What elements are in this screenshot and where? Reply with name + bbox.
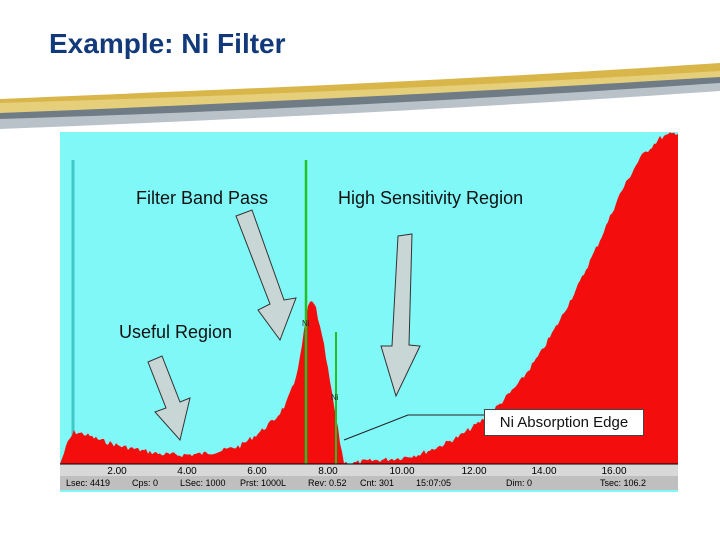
filter-band-pass-label: Filter Band Pass bbox=[136, 188, 269, 208]
status-bar bbox=[60, 476, 678, 490]
status-item: Tsec: 106.2 bbox=[600, 478, 646, 488]
status-item: Cps: 0 bbox=[132, 478, 158, 488]
status-item: Rev: 0.52 bbox=[308, 478, 347, 488]
x-tick-label: 10.00 bbox=[389, 466, 414, 477]
x-tick-label: 12.00 bbox=[461, 466, 486, 477]
high-sensitivity-region-label: High Sensitivity Region bbox=[338, 188, 524, 208]
status-item: 15:07:05 bbox=[416, 478, 451, 488]
header-swoosh-decoration bbox=[0, 63, 720, 129]
spectrum-fill-area bbox=[60, 132, 678, 464]
ni-ka-peak-label: Ni bbox=[302, 319, 310, 328]
useful-region-label: Useful Region bbox=[119, 322, 233, 342]
ni-absorption-edge-callout: Ni Absorption Edge bbox=[484, 409, 644, 436]
x-tick-label: 14.00 bbox=[531, 466, 556, 477]
x-tick-label: 8.00 bbox=[318, 466, 338, 477]
slide-title: Example: Ni Filter bbox=[49, 28, 286, 59]
status-item: Dim: 0 bbox=[506, 478, 532, 488]
x-axis-strip bbox=[60, 464, 678, 476]
x-tick-label: 2.00 bbox=[107, 466, 127, 477]
x-tick-label: 4.00 bbox=[177, 466, 197, 477]
x-tick-label: 6.00 bbox=[247, 466, 267, 477]
xray-spectrum-plot: Ni Ni 2.00 4.00 6.00 8.00 10.00 12.00 14… bbox=[60, 132, 678, 492]
x-tick-label: 16.00 bbox=[601, 466, 626, 477]
status-item: Prst: 1000L bbox=[240, 478, 286, 488]
ni-kb-peak-label: Ni bbox=[331, 393, 339, 402]
status-item: Lsec: 4419 bbox=[66, 478, 110, 488]
status-item: LSec: 1000 bbox=[180, 478, 226, 488]
status-item: Cnt: 301 bbox=[360, 478, 394, 488]
